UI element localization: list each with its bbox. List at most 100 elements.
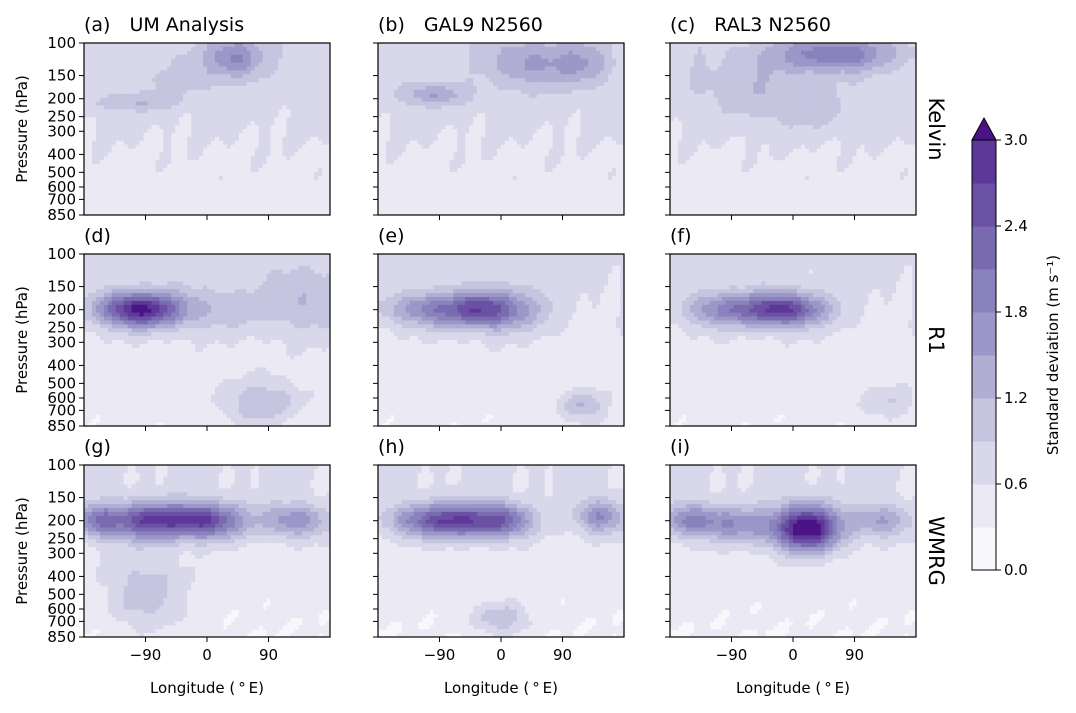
contour-cell [258,164,264,169]
contour-cell [258,136,264,142]
contour-cell [171,93,176,99]
contour-cell [544,97,550,103]
contour-cell [532,152,538,157]
contour-cell [282,46,287,52]
contour-cell [171,66,176,71]
contour-cell [234,43,240,48]
contour-cell [87,93,93,99]
contour-cell [397,183,403,189]
contour-cell [107,211,113,215]
contour-cell [167,187,172,193]
contour-cell [401,148,407,154]
contour-cell [238,179,244,185]
contour-cell [381,136,387,142]
contour-cell [234,156,240,161]
contour-cell [556,78,562,83]
contour-cell [461,125,466,130]
contour-cell [191,160,196,165]
contour-cell [421,82,427,87]
contour-cell [302,199,307,204]
contour-cell [111,93,117,99]
contour-cell [242,156,248,161]
contour-cell [441,152,447,157]
contour-cell [119,140,125,146]
contour-cell [187,101,192,107]
contour-cell [449,175,454,181]
contour-cell [127,78,133,83]
contour-cell [405,109,411,114]
contour-cell [544,164,550,169]
contour-cell [393,183,399,189]
contour-cell [306,58,311,64]
contour-cell [278,78,283,83]
contour-cell [139,187,145,193]
contour-cell [302,172,307,177]
contour-cell [218,211,224,215]
contour-cell [508,50,514,56]
contour-cell [266,152,272,157]
contour-cell [409,58,415,64]
contour-cell [230,93,236,99]
contour-cell [171,46,176,52]
contour-cell [552,164,558,169]
contour-cell [449,136,454,142]
contour-cell [477,117,482,122]
contour-cell [155,70,160,75]
contour-cell [111,191,117,197]
contour-cell [385,74,391,79]
contour-cell [266,66,272,71]
contour-cell [171,211,176,215]
contour-cell [508,74,514,79]
contour-cell [222,121,228,126]
contour-cell [600,89,605,95]
contour-cell [147,82,153,87]
contour-cell [516,160,522,165]
contour-cell [405,164,411,169]
contour-cell [405,105,411,111]
contour-cell [242,50,248,56]
contour-cell [405,144,411,150]
contour-cell [191,183,196,189]
contour-cell [123,203,129,208]
contour-cell [226,74,232,79]
contour-cell [413,97,419,103]
contour-cell [532,125,538,130]
contour-cell [544,58,550,64]
contour-cell [183,93,188,99]
contour-cell [99,97,105,103]
contour-cell [119,168,125,173]
contour-cell [294,129,299,134]
contour-cell [183,207,188,212]
contour-cell [457,160,462,165]
contour-cell [135,152,141,157]
contour-cell [84,78,89,83]
contour-cell [588,117,593,122]
contour-cell [306,50,311,56]
contour-cell [516,109,522,114]
contour-cell [588,113,593,118]
contour-cell [493,109,498,114]
contour-cell [524,175,530,181]
contour-cell [528,82,534,87]
contour-cell [560,164,566,169]
contour-cell [596,152,601,157]
contour-cell [520,179,526,185]
contour-cell [520,43,526,48]
contour-cell [147,179,153,185]
contour-cell [612,70,617,75]
contour-cell [314,179,319,185]
contour-cell [95,54,101,60]
contour-cell [536,54,542,60]
contour-cell [540,50,546,56]
contour-cell [413,125,419,130]
contour-cell [218,164,224,169]
contour-cell [95,70,101,75]
contour-cell [99,152,105,157]
contour-cell [282,187,287,193]
contour-cell [195,78,200,83]
contour-fill [378,43,624,215]
contour-cell [449,109,454,114]
contour-cell [230,187,236,193]
contour-cell [497,125,502,130]
contour-cell [580,113,585,118]
